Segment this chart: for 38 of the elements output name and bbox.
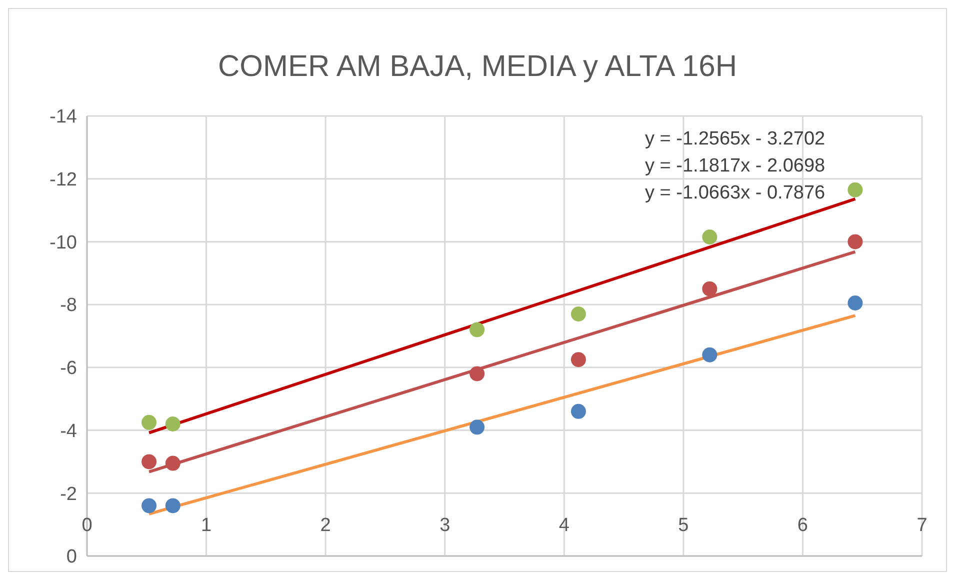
x-tick-label: 5 (678, 515, 689, 536)
x-tick-label: 0 (82, 515, 92, 536)
point (570, 352, 586, 368)
point (142, 414, 157, 430)
point (470, 366, 485, 382)
x-tick-label: 2 (320, 515, 331, 536)
x-tick-label: 3 (440, 515, 450, 536)
point (165, 498, 180, 514)
point (142, 498, 157, 514)
point (165, 416, 180, 432)
point (848, 182, 863, 198)
y-tick-label: -6 (60, 358, 77, 380)
x-tick-label: 1 (200, 515, 212, 536)
point (702, 230, 718, 244)
y-tick-label: -2 (60, 484, 77, 505)
y-tick-label: -4 (60, 420, 78, 442)
x-tick-label: 4 (558, 515, 570, 536)
y-tick-label: -8 (60, 295, 77, 316)
point (848, 296, 863, 310)
y-tick-label: 0 (66, 546, 77, 568)
point (570, 404, 586, 419)
y-tick-label: -14 (50, 106, 78, 128)
annotation: y = -1.2565x - 3.2702 (645, 128, 826, 150)
annotation: y = -1.0663x - 0.7876 (645, 182, 826, 204)
y-tick-label: -10 (50, 232, 77, 254)
x-tick-label: 7 (916, 515, 928, 536)
point (702, 347, 718, 362)
y-tick-label: -12 (50, 170, 77, 191)
x-tick-label: 6 (797, 515, 808, 536)
point (470, 322, 485, 338)
point (142, 454, 157, 470)
point (702, 281, 718, 296)
point (848, 234, 863, 250)
point (570, 306, 586, 322)
annotation: y = -1.1817x - 2.0698 (645, 156, 826, 177)
chart-title: COMER AM BAJA, MEDIA y ALTA 16H (218, 50, 738, 83)
point (165, 456, 180, 471)
point (470, 420, 485, 435)
